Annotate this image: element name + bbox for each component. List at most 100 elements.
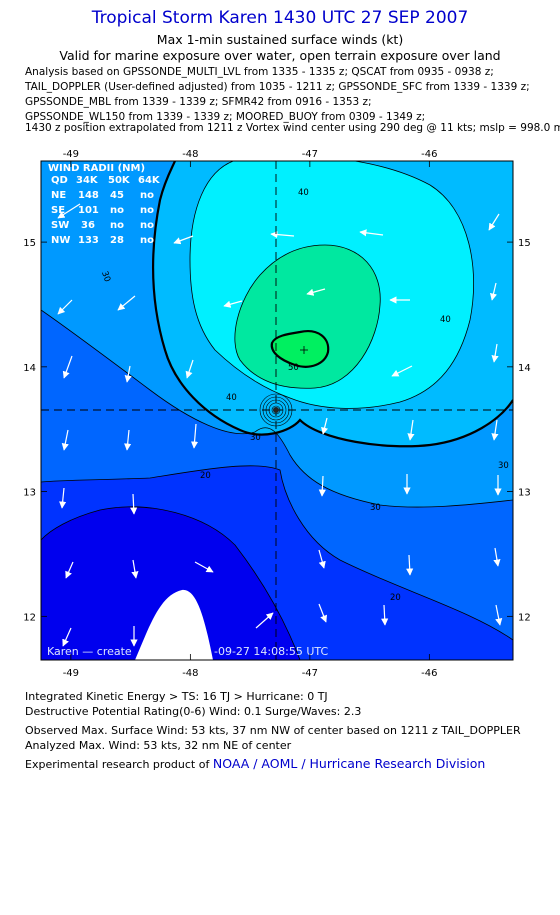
contour-label: 40 [226,393,237,403]
radii-ne-64k: no [140,190,154,201]
radii-ne-50k: 45 [110,190,124,201]
contour-label: 30 [250,433,261,443]
contour-lines [41,161,513,660]
wind-vector [173,235,194,245]
wind-vector [131,559,139,579]
wind-vector [318,549,326,569]
research-credit: Experimental research product of NOAA / … [25,756,485,771]
wind-vector [57,299,73,315]
contour-label: 20 [390,593,401,603]
radii-sw-34k: 36 [81,220,95,231]
x-tick-label-bottom: -46 [421,668,437,679]
radii-ne-34k: 148 [78,190,99,201]
radii-se-label: SE [51,205,65,216]
x-tick-label-top: -46 [421,149,437,160]
wind-vector [130,493,138,515]
radii-se-64k: no [140,205,154,216]
y-tick-label-left: 12 [23,612,36,623]
y-tick-label-right: 15 [518,238,531,249]
credit-text: Karen — create [47,645,132,658]
max-wind-marker [300,346,308,354]
radii-header-64k: 64K [138,175,161,186]
y-tick-label-right: 12 [518,612,531,623]
wind-vector [65,561,74,579]
analysis-line-2: TAIL_DOPPLER (User-defined adjusted) fro… [25,81,530,93]
wind-radii-title: WIND RADII (NM) [48,163,145,174]
radii-se-34k: 101 [78,205,99,216]
radii-nw-label: NW [51,235,70,246]
wind-vector [488,213,500,231]
wind-vector [57,203,81,219]
wind-radii-table: WIND RADII (NM) QD 34K 50K 64K NE 148 45… [48,163,161,246]
dpr-line: Destructive Potential Rating(0-6) Wind: … [25,705,362,718]
contour-line-10 [41,506,301,660]
radii-nw-50k: 28 [110,235,124,246]
wind-vector [124,365,132,383]
validity-note: Valid for marine exposure over water, op… [59,48,501,63]
wind-vector [406,554,414,576]
axis-ticks [41,161,513,660]
wind-vector [190,423,199,449]
radii-sw-50k: no [110,220,124,231]
hrd-link[interactable]: NOAA / AOML / Hurricane Research Divisio… [212,756,486,771]
wind-vector [270,230,295,239]
chart-subtitle: Max 1-min sustained surface winds (kt) [156,32,404,47]
analysis-line-1: Analysis based on GPSSONDE_MULTI_LVL fro… [25,66,494,78]
contour-label: 40 [440,315,451,325]
ike-line: Integrated Kinetic Energy > TS: 16 TJ > … [25,690,328,703]
x-tick-label-top: -48 [182,149,198,160]
contour-labels: 40 50 40 40 30 30 30 30 20 20 10 [99,188,509,603]
radii-nw-64k: no [140,235,154,246]
radii-sw-label: SW [51,220,69,231]
y-tick-label-left: 13 [23,488,36,499]
contour-line-30 [41,309,513,508]
plot-frame [40,160,514,661]
radii-nw-34k: 133 [78,235,99,246]
wind-vector [223,300,243,308]
contour-label: 10 [100,563,111,573]
radii-header-34k: 34K [76,175,99,186]
wind-vector [255,612,274,629]
wind-vector [381,604,389,626]
observed-max-wind: Observed Max. Surface Wind: 53 kts, 37 n… [25,724,521,737]
radii-header-50k: 50K [108,175,131,186]
wind-vector [62,355,73,379]
fill-50-60 [234,245,381,389]
contour-line-20 [41,465,513,641]
credit-line: Karen — create -09-27 14:08:55 UTC [47,645,328,658]
x-tick-label-top: -49 [63,149,79,160]
contour-line-40 [189,161,475,409]
wind-vector [359,229,384,237]
wind-vector [306,288,326,296]
wind-vector [117,295,136,311]
x-tick-label-bottom: -49 [63,668,79,679]
fill-60-plus [271,331,329,367]
contour-label: 30 [370,503,381,513]
wind-vector [61,429,69,451]
wind-vector [321,417,329,435]
radii-header-qd: QD [51,175,68,186]
land-mask [135,589,213,660]
wind-vector [59,487,67,509]
analyzed-max-wind: Analyzed Max. Wind: 53 kts, 32 nm NE of … [25,739,292,752]
wind-vector [407,419,415,441]
radii-se-50k: no [110,205,124,216]
analysis-line-5: 1430 z position extrapolated from 1211 z… [25,122,560,134]
wind-vector [124,429,132,451]
chart-title: Tropical Storm Karen 1430 UTC 27 SEP 200… [91,8,469,28]
wind-vector [62,627,72,647]
credit-date: -09-27 14:08:55 UTC [214,645,328,658]
research-credit-text: Experimental research product of [25,758,213,771]
contour-line-60kt [270,330,330,368]
wind-vector [491,343,499,363]
wind-vector [318,603,328,623]
wind-vector [318,475,326,497]
wind-vector [194,561,214,573]
contour-label: 30 [498,461,509,471]
analysis-line-4: GPSSONDE_WL150 from 1339 - 1339 z; MOORE… [25,111,426,123]
contour-label: 20 [200,471,211,481]
y-tick-label-right: 13 [518,488,531,499]
contour-line-50 [234,244,381,389]
contour-label: 30 [99,270,112,284]
wind-vectors [57,203,503,647]
